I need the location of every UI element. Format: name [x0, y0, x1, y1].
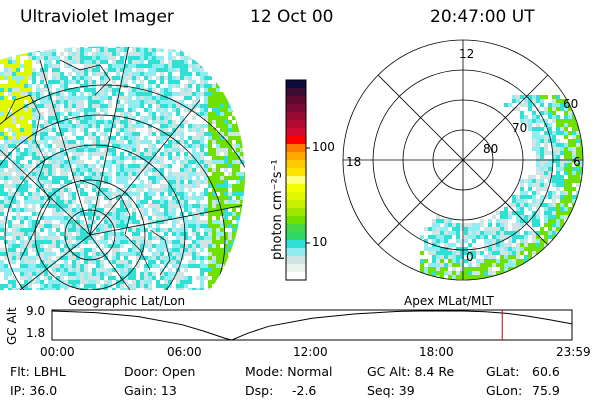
altitude-curve [51, 310, 573, 341]
colorbar-band [286, 152, 306, 161]
geographic-image [0, 46, 245, 291]
xtick-0000: 00:00 [40, 345, 75, 359]
mlat-70-label: 70 [512, 121, 528, 135]
altitude-plot-frame [51, 309, 573, 341]
colorbar-band [286, 176, 306, 185]
colorbar-tick-100: 100 [312, 140, 335, 154]
colorbar-band [286, 136, 306, 145]
colorbar-band [286, 192, 306, 201]
colorbar [285, 79, 307, 281]
mlat-60-label: 60 [563, 97, 579, 111]
coastlines [4, 59, 171, 276]
seq-info: Seq: 39 [367, 383, 415, 398]
colorbar-band [286, 168, 306, 177]
colorbar-band [286, 208, 306, 217]
dsp-label: Dsp: [245, 383, 274, 398]
glon-label: GLon: [486, 383, 523, 398]
colorbar-band [286, 96, 306, 105]
glat-label: GLat: [486, 364, 520, 379]
colorbar-band [286, 88, 306, 97]
geographic-label: Geographic Lat/Lon [68, 294, 186, 308]
gc-alt-info: GC Alt: 8.4 Re [367, 364, 455, 379]
filter-info: Flt: LBHL [10, 364, 66, 379]
colorbar-band [286, 104, 306, 113]
mode-info: Mode: Normal [245, 364, 333, 379]
dsp-value: -2.6 [292, 383, 317, 398]
colorbar-band [286, 200, 306, 209]
colorbar-band [286, 224, 306, 233]
apex-polar-grid [342, 39, 584, 281]
instrument-title: Ultraviolet Imager [20, 7, 174, 27]
colorbar-band [286, 120, 306, 129]
xtick-1200: 12:00 [293, 345, 328, 359]
colorbar-band [286, 128, 306, 137]
xtick-0600: 06:00 [167, 345, 202, 359]
mlt-6-label: 6 [573, 155, 581, 169]
colorbar-band [286, 264, 306, 273]
ytick-9: 9.0 [26, 304, 46, 318]
colorbar-label: photon cm⁻²s⁻¹ [270, 159, 285, 260]
glon-value: 75.9 [532, 383, 560, 398]
xtick-1800: 18:00 [419, 345, 454, 359]
mlt-0-label: 0 [466, 250, 474, 264]
colorbar-band [286, 248, 306, 257]
mlt-18-label: 18 [346, 155, 362, 169]
mlt-12-label: 12 [459, 47, 475, 61]
colorbar-band [286, 184, 306, 193]
colorbar-band [286, 80, 306, 89]
apex-label: Apex MLat/MLT [404, 294, 494, 308]
colorbar-frame [285, 79, 307, 281]
date-label: 12 Oct 00 [250, 7, 334, 27]
colorbar-tick-10: 10 [312, 235, 328, 249]
colorbar-band [286, 232, 306, 241]
time-label: 20:47:00 UT [430, 7, 535, 27]
colorbar-band [286, 216, 306, 225]
colorbar-band [286, 160, 306, 169]
colorbar-band [286, 112, 306, 121]
colorbar-band [286, 272, 306, 281]
apex-polar-image [420, 95, 583, 280]
glat-value: 60.6 [532, 364, 560, 379]
door-info: Door: Open [124, 364, 196, 379]
ip-info: IP: 36.0 [10, 383, 58, 398]
colorbar-band [286, 240, 306, 249]
ytick-1.8: 1.8 [26, 326, 46, 340]
xtick-2359: 23:59 [556, 345, 591, 359]
colorbar-band [286, 144, 306, 153]
altitude-ylabel: GC Alt [5, 307, 19, 345]
gain-info: Gain: 13 [124, 383, 177, 398]
mlat-80-label: 80 [483, 142, 499, 156]
colorbar-band [286, 256, 306, 265]
